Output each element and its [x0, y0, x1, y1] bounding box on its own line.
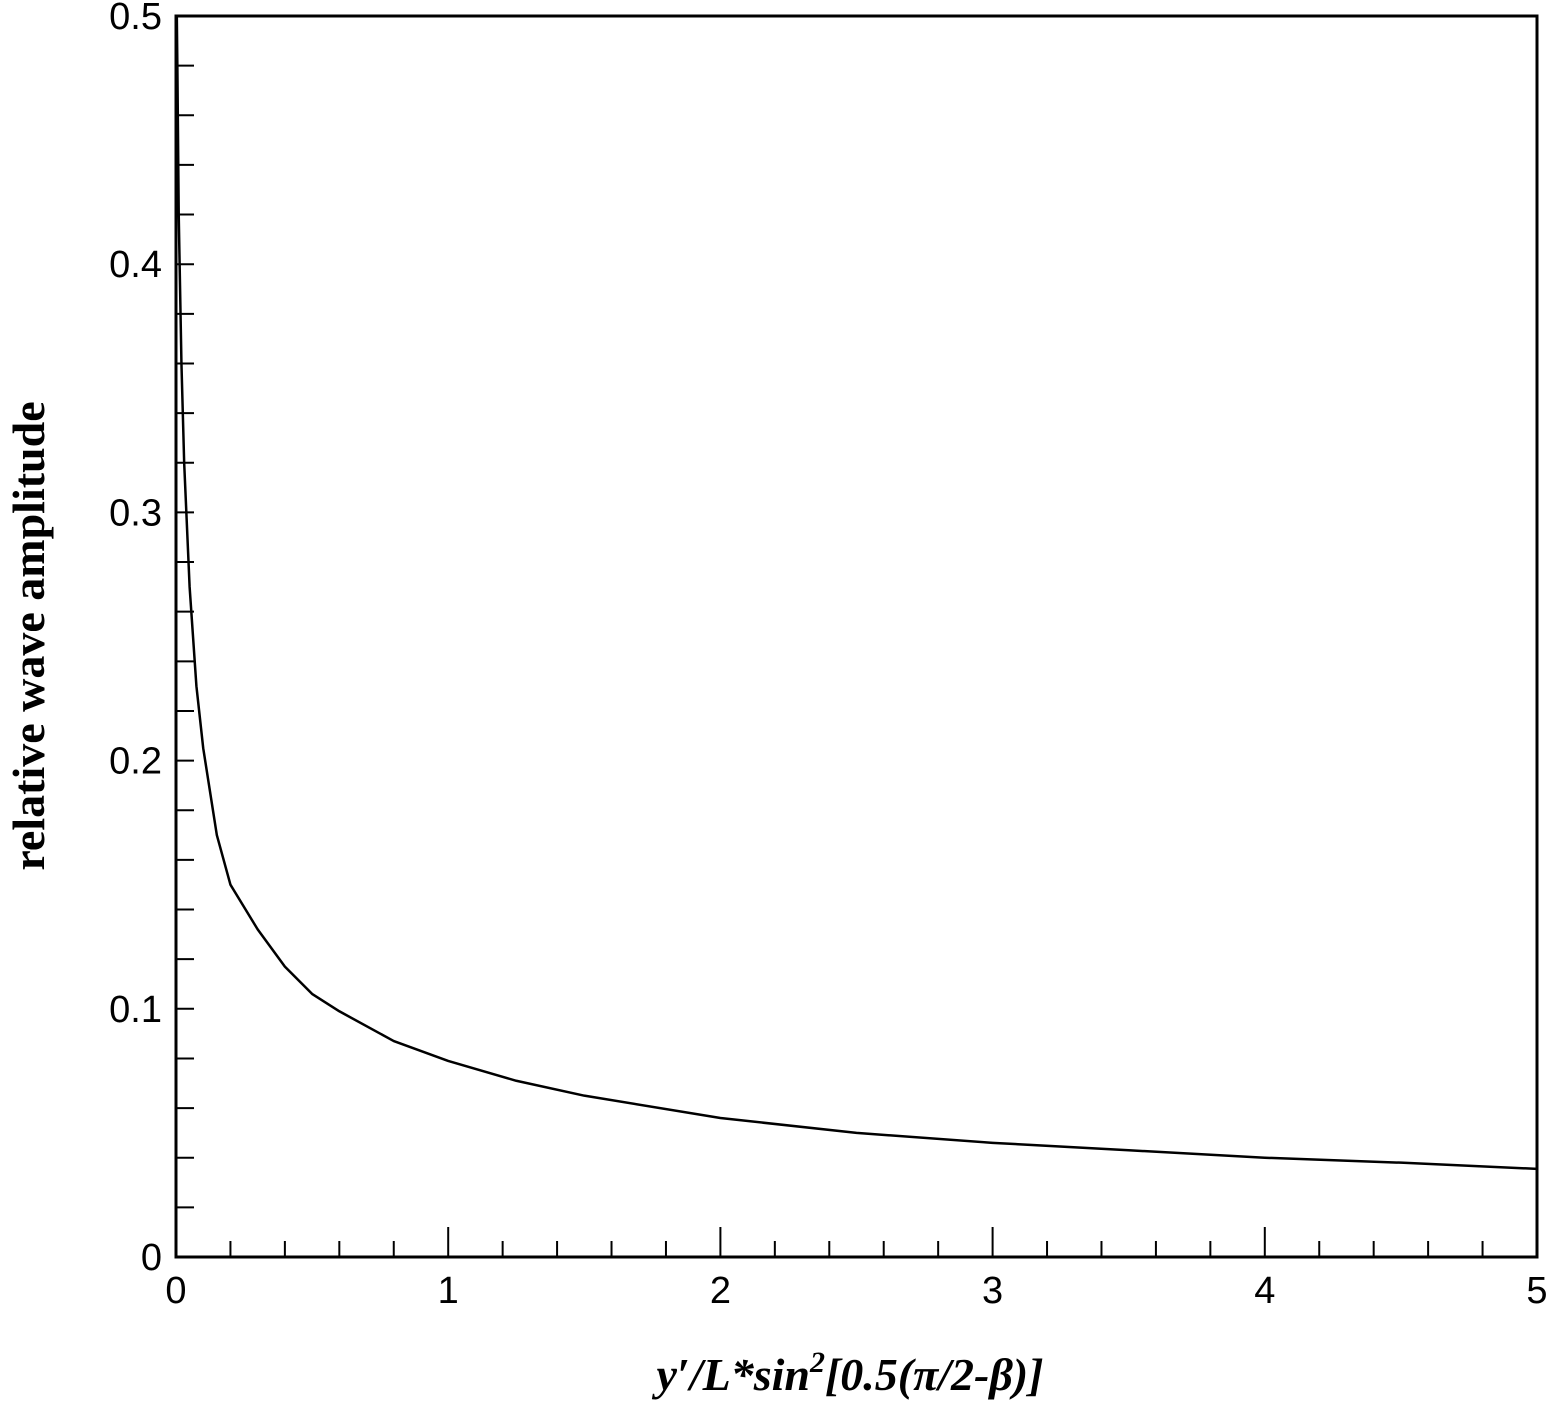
- x-tick-label: 0: [165, 1270, 186, 1312]
- x-tick-label: 1: [438, 1270, 459, 1312]
- y-tick-label: 0.4: [109, 244, 162, 286]
- y-axis-label: relative wave amplitude: [3, 401, 54, 870]
- y-tick-label: 0.5: [109, 0, 162, 38]
- x-axis-label: y′/L*sin2[0.5(π/2-β)]: [651, 1346, 1043, 1400]
- data-line: [175, 15, 1538, 1171]
- plot-frame: [174, 14, 1539, 1259]
- x-label-part: [0.5(π/2-β)]: [825, 1349, 1044, 1400]
- y-tick-label: 0.2: [109, 741, 162, 783]
- y-tick-label: 0.1: [109, 989, 162, 1031]
- y-tick-label: 0: [141, 1237, 162, 1279]
- x-tick-label: 4: [1254, 1270, 1275, 1312]
- x-tick-label: 2: [710, 1270, 731, 1312]
- x-tick-label: 5: [1526, 1270, 1547, 1312]
- y-tick-label: 0.3: [109, 492, 162, 534]
- x-label-superscript: 2: [809, 1346, 825, 1379]
- x-tick-label: 3: [982, 1270, 1003, 1312]
- x-label-part: y′/L*sin: [651, 1349, 810, 1400]
